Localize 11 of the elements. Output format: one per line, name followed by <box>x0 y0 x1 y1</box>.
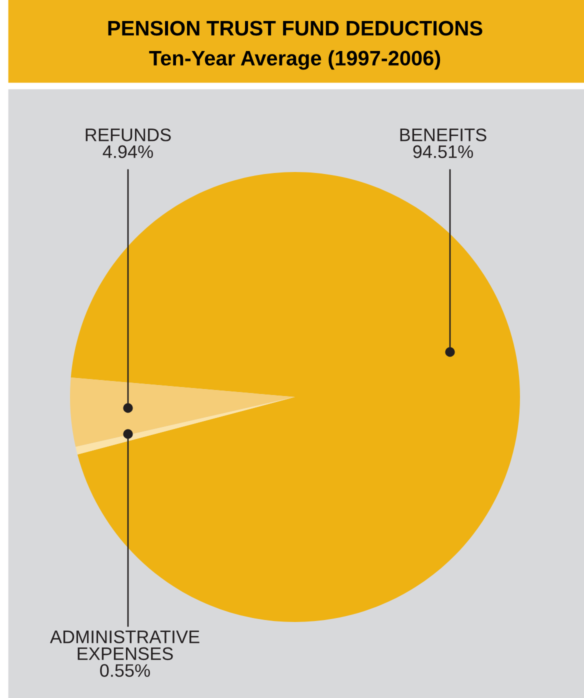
slice-label: BENEFITS <box>400 128 486 142</box>
slice-label: REFUNDS <box>86 128 171 142</box>
pie-slice <box>70 172 520 622</box>
pie-slice <box>76 397 295 454</box>
chart-subtitle: Ten-Year Average (1997-2006) <box>149 50 440 70</box>
data-label: 0.55% <box>100 664 150 677</box>
slice-label: ADMINISTRATIVE EXPENSES <box>50 630 200 660</box>
pie-slice <box>70 378 295 447</box>
data-label: 4.94% <box>102 145 153 158</box>
data-label: 94.51% <box>413 145 473 158</box>
chart-title: PENSION TRUST FUND DEDUCTIONS <box>108 20 482 36</box>
